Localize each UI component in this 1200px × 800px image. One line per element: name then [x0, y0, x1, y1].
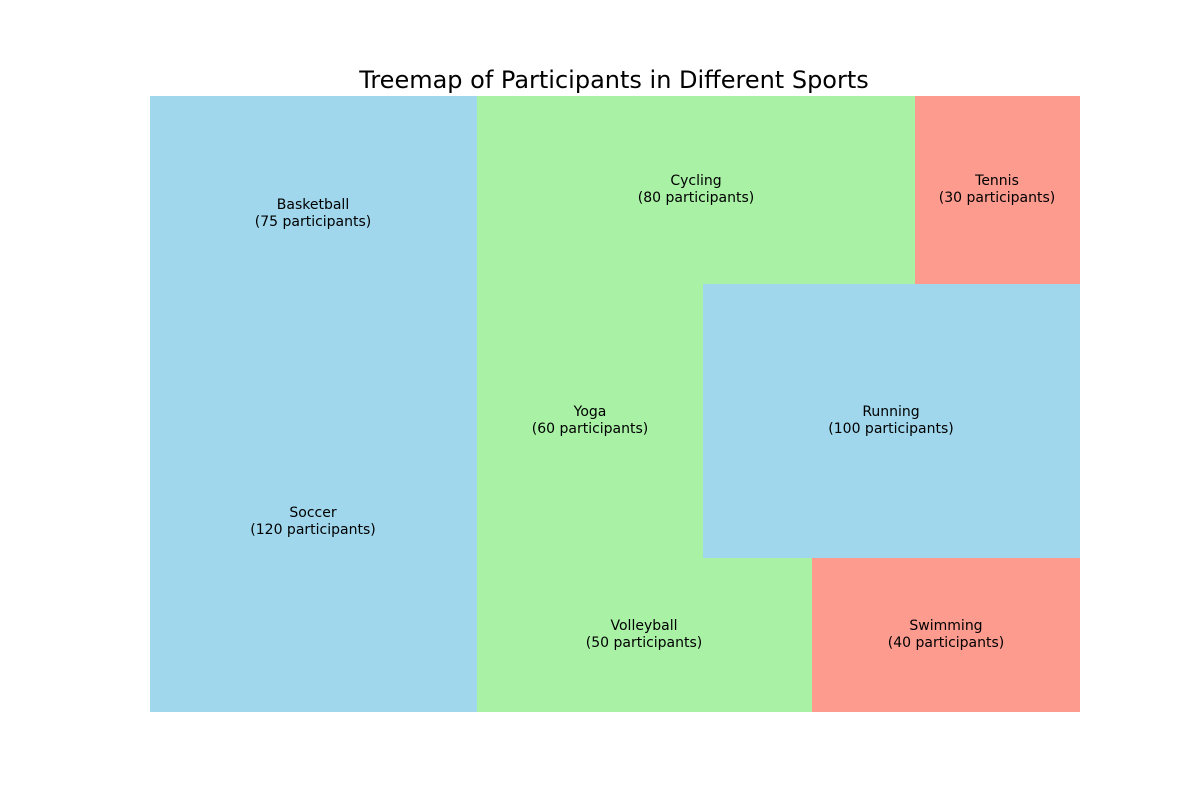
treemap-tile-soccer [150, 96, 477, 712]
tile-value-cycling: (80 participants) [638, 190, 755, 206]
tile-value-running: (100 participants) [828, 421, 953, 437]
treemap-tile-running [703, 284, 1080, 558]
tile-name-swimming: Swimming [909, 618, 982, 634]
tile-name-running: Running [862, 404, 919, 420]
tile-name-yoga: Yoga [573, 404, 607, 420]
tile-name-basketball: Basketball [277, 197, 349, 213]
tile-value-yoga: (60 participants) [532, 421, 649, 437]
chart-title: Treemap of Participants in Different Spo… [359, 66, 869, 94]
treemap-tile-tennis [915, 96, 1080, 284]
treemap-tile-cycling [477, 96, 915, 284]
tile-name-volleyball: Volleyball [611, 618, 678, 634]
treemap-tile-swimming [812, 558, 1080, 712]
tile-value-swimming: (40 participants) [888, 635, 1005, 651]
tile-value-basketball: (75 participants) [255, 214, 372, 230]
tile-name-tennis: Tennis [974, 173, 1019, 189]
tile-value-tennis: (30 participants) [939, 190, 1056, 206]
tile-value-volleyball: (50 participants) [586, 635, 703, 651]
treemap-tile-volleyball [477, 558, 812, 712]
tile-value-soccer: (120 participants) [250, 522, 375, 538]
tile-name-soccer: Soccer [289, 505, 336, 521]
tile-name-cycling: Cycling [670, 173, 721, 189]
treemap-tile-yoga [477, 284, 703, 558]
